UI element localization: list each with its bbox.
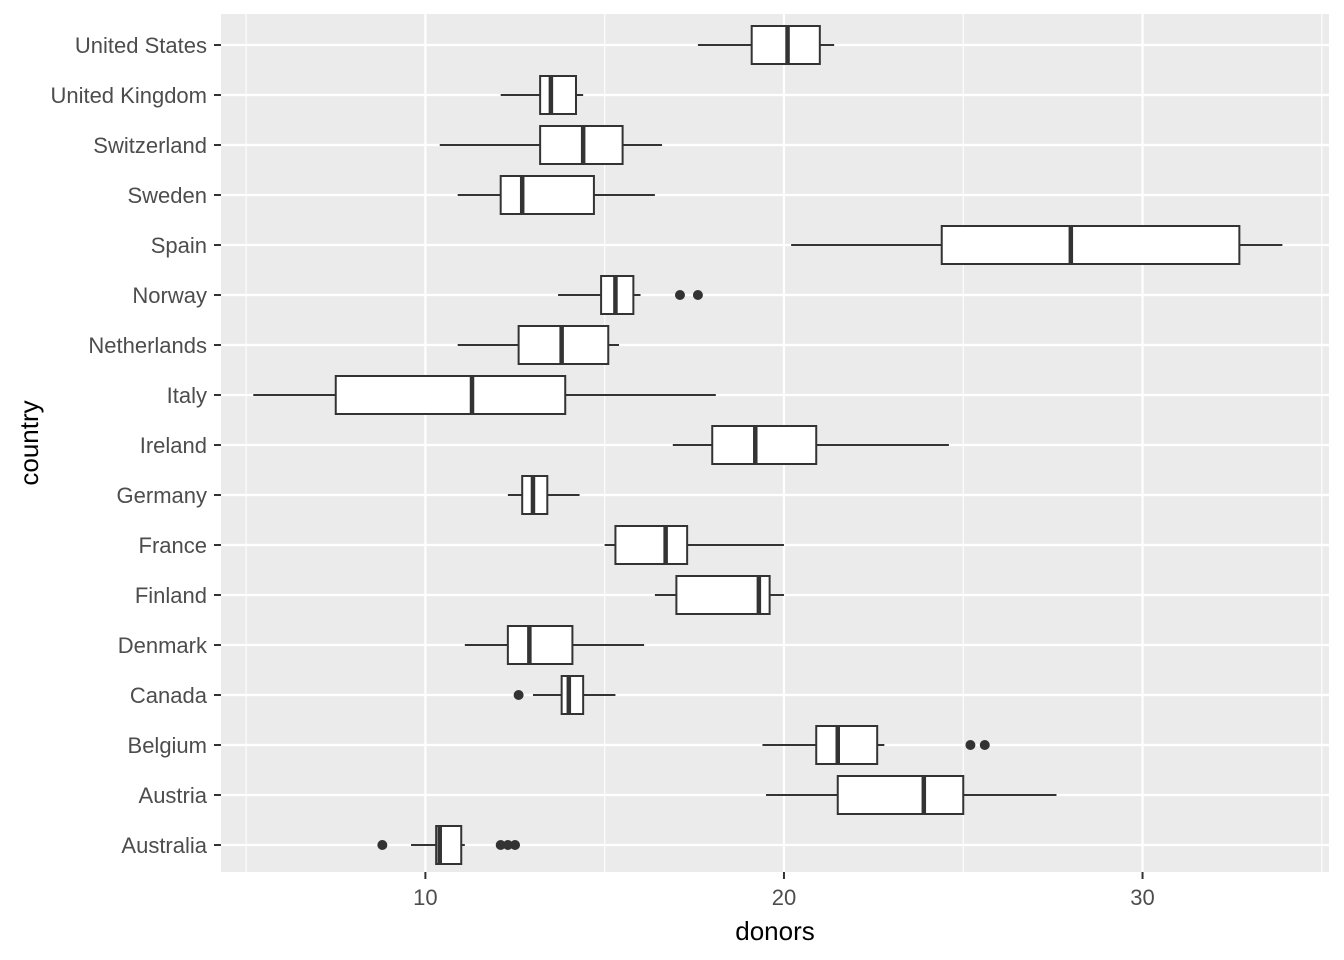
box-canada [513, 675, 616, 715]
box-iqr [815, 725, 879, 765]
box-switzerland [439, 125, 663, 165]
box-spain [791, 225, 1283, 265]
axes: United States United Kingdom Switzerland Sw… [50, 33, 1154, 910]
outlier-point [502, 840, 513, 850]
box-iqr [539, 75, 577, 115]
box-iqr [560, 675, 585, 715]
box-austria [766, 775, 1057, 815]
box-finland [654, 575, 784, 615]
outlier-point [510, 840, 521, 850]
box-denmark [464, 625, 645, 665]
box-france [604, 525, 784, 565]
y-tick-label: Belgium [128, 733, 207, 758]
outlier-point [377, 840, 388, 850]
box-iqr [499, 175, 595, 215]
box-iqr [614, 525, 689, 565]
box-iqr [940, 225, 1241, 265]
box-marks [253, 25, 1283, 865]
y-tick-label: Denmark [118, 633, 208, 658]
y-tick-label: Italy [167, 383, 207, 408]
box-netherlands [457, 325, 620, 365]
box-iqr [334, 375, 567, 415]
outlier-point [965, 740, 976, 750]
x-tick-label: 10 [413, 885, 437, 910]
y-tick-label: France [139, 533, 207, 558]
y-tick-label: Ireland [140, 433, 207, 458]
y-tick-label: United States [75, 33, 207, 58]
outlier-point [692, 290, 703, 300]
box-iqr [836, 775, 965, 815]
x-tick-label: 20 [772, 885, 796, 910]
box-belgium [762, 725, 990, 765]
y-tick-label: Austria [139, 783, 208, 808]
y-tick-label: Norway [132, 283, 207, 308]
box-italy [253, 375, 716, 415]
box-iqr [675, 575, 771, 615]
y-tick-label: United Kingdom [50, 83, 207, 108]
box-united-kingdom [500, 75, 584, 115]
y-tick-label: Switzerland [93, 133, 207, 158]
y-tick-label: Spain [151, 233, 207, 258]
y-tick-label: Canada [130, 683, 208, 708]
box-norway [558, 275, 703, 315]
box-iqr [711, 425, 818, 465]
outlier-point [495, 840, 506, 850]
x-tick-label: 30 [1130, 885, 1154, 910]
box-ireland [672, 425, 949, 465]
box-iqr [506, 625, 574, 665]
y-tick-label: Finland [135, 583, 207, 608]
x-axis-title: donors [735, 916, 815, 946]
outlier-point [979, 740, 990, 750]
box-united-states [697, 25, 835, 65]
box-sweden [457, 175, 655, 215]
y-axis-title: country [14, 400, 44, 485]
outlier-point [513, 690, 524, 700]
y-tick-label: Australia [121, 833, 207, 858]
y-tick-label: Sweden [127, 183, 207, 208]
y-tick-label: Netherlands [88, 333, 207, 358]
outlier-point [674, 290, 685, 300]
box-australia [377, 825, 521, 865]
y-tick-label: Germany [117, 483, 207, 508]
box-germany [507, 475, 580, 515]
